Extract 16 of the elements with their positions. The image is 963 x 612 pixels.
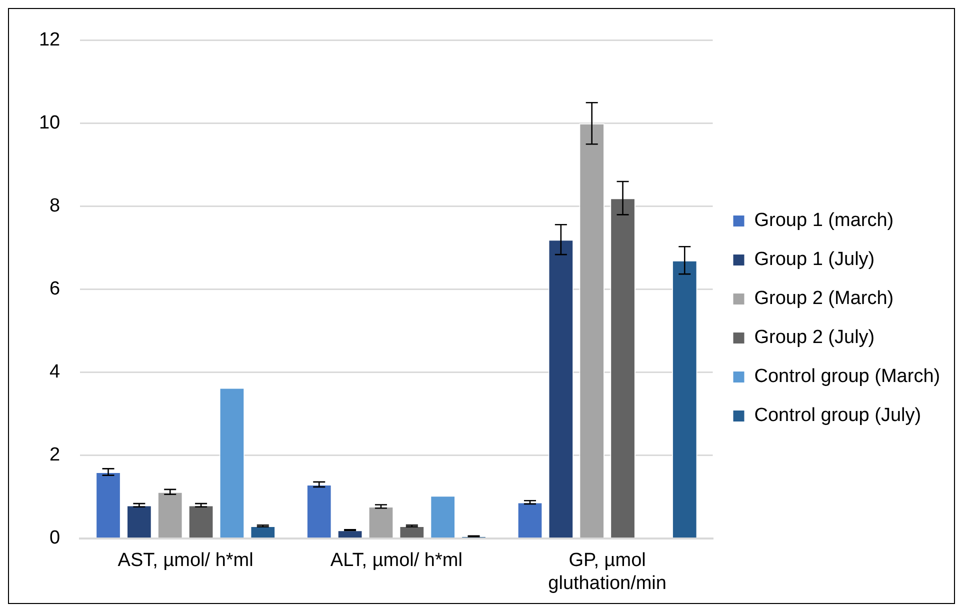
x-tick-label: ALT, µmol/ h*ml [330,550,462,572]
y-tick-label: 10 [38,112,60,134]
legend-label: Group 1 (July) [754,249,875,270]
legend-label: Group 2 (July) [754,327,875,348]
legend-label: Control group (July) [754,405,922,426]
x-tick-label: GP, µmol gluthation/min [548,550,666,594]
x-tick-label: AST, µmol/ h*ml [118,550,254,572]
y-tick-label: 2 [50,444,60,466]
y-tick-label: 6 [50,278,60,300]
y-tick-label: 0 [50,528,60,549]
y-tick-label: 12 [38,30,60,51]
legend-label: Group 1 (march) [754,210,894,232]
legend-label: Group 2 (March) [754,288,894,310]
y-tick-label: 4 [50,362,61,383]
legend-label: Control group (March) [754,366,940,388]
y-tick-label: 8 [50,196,60,217]
